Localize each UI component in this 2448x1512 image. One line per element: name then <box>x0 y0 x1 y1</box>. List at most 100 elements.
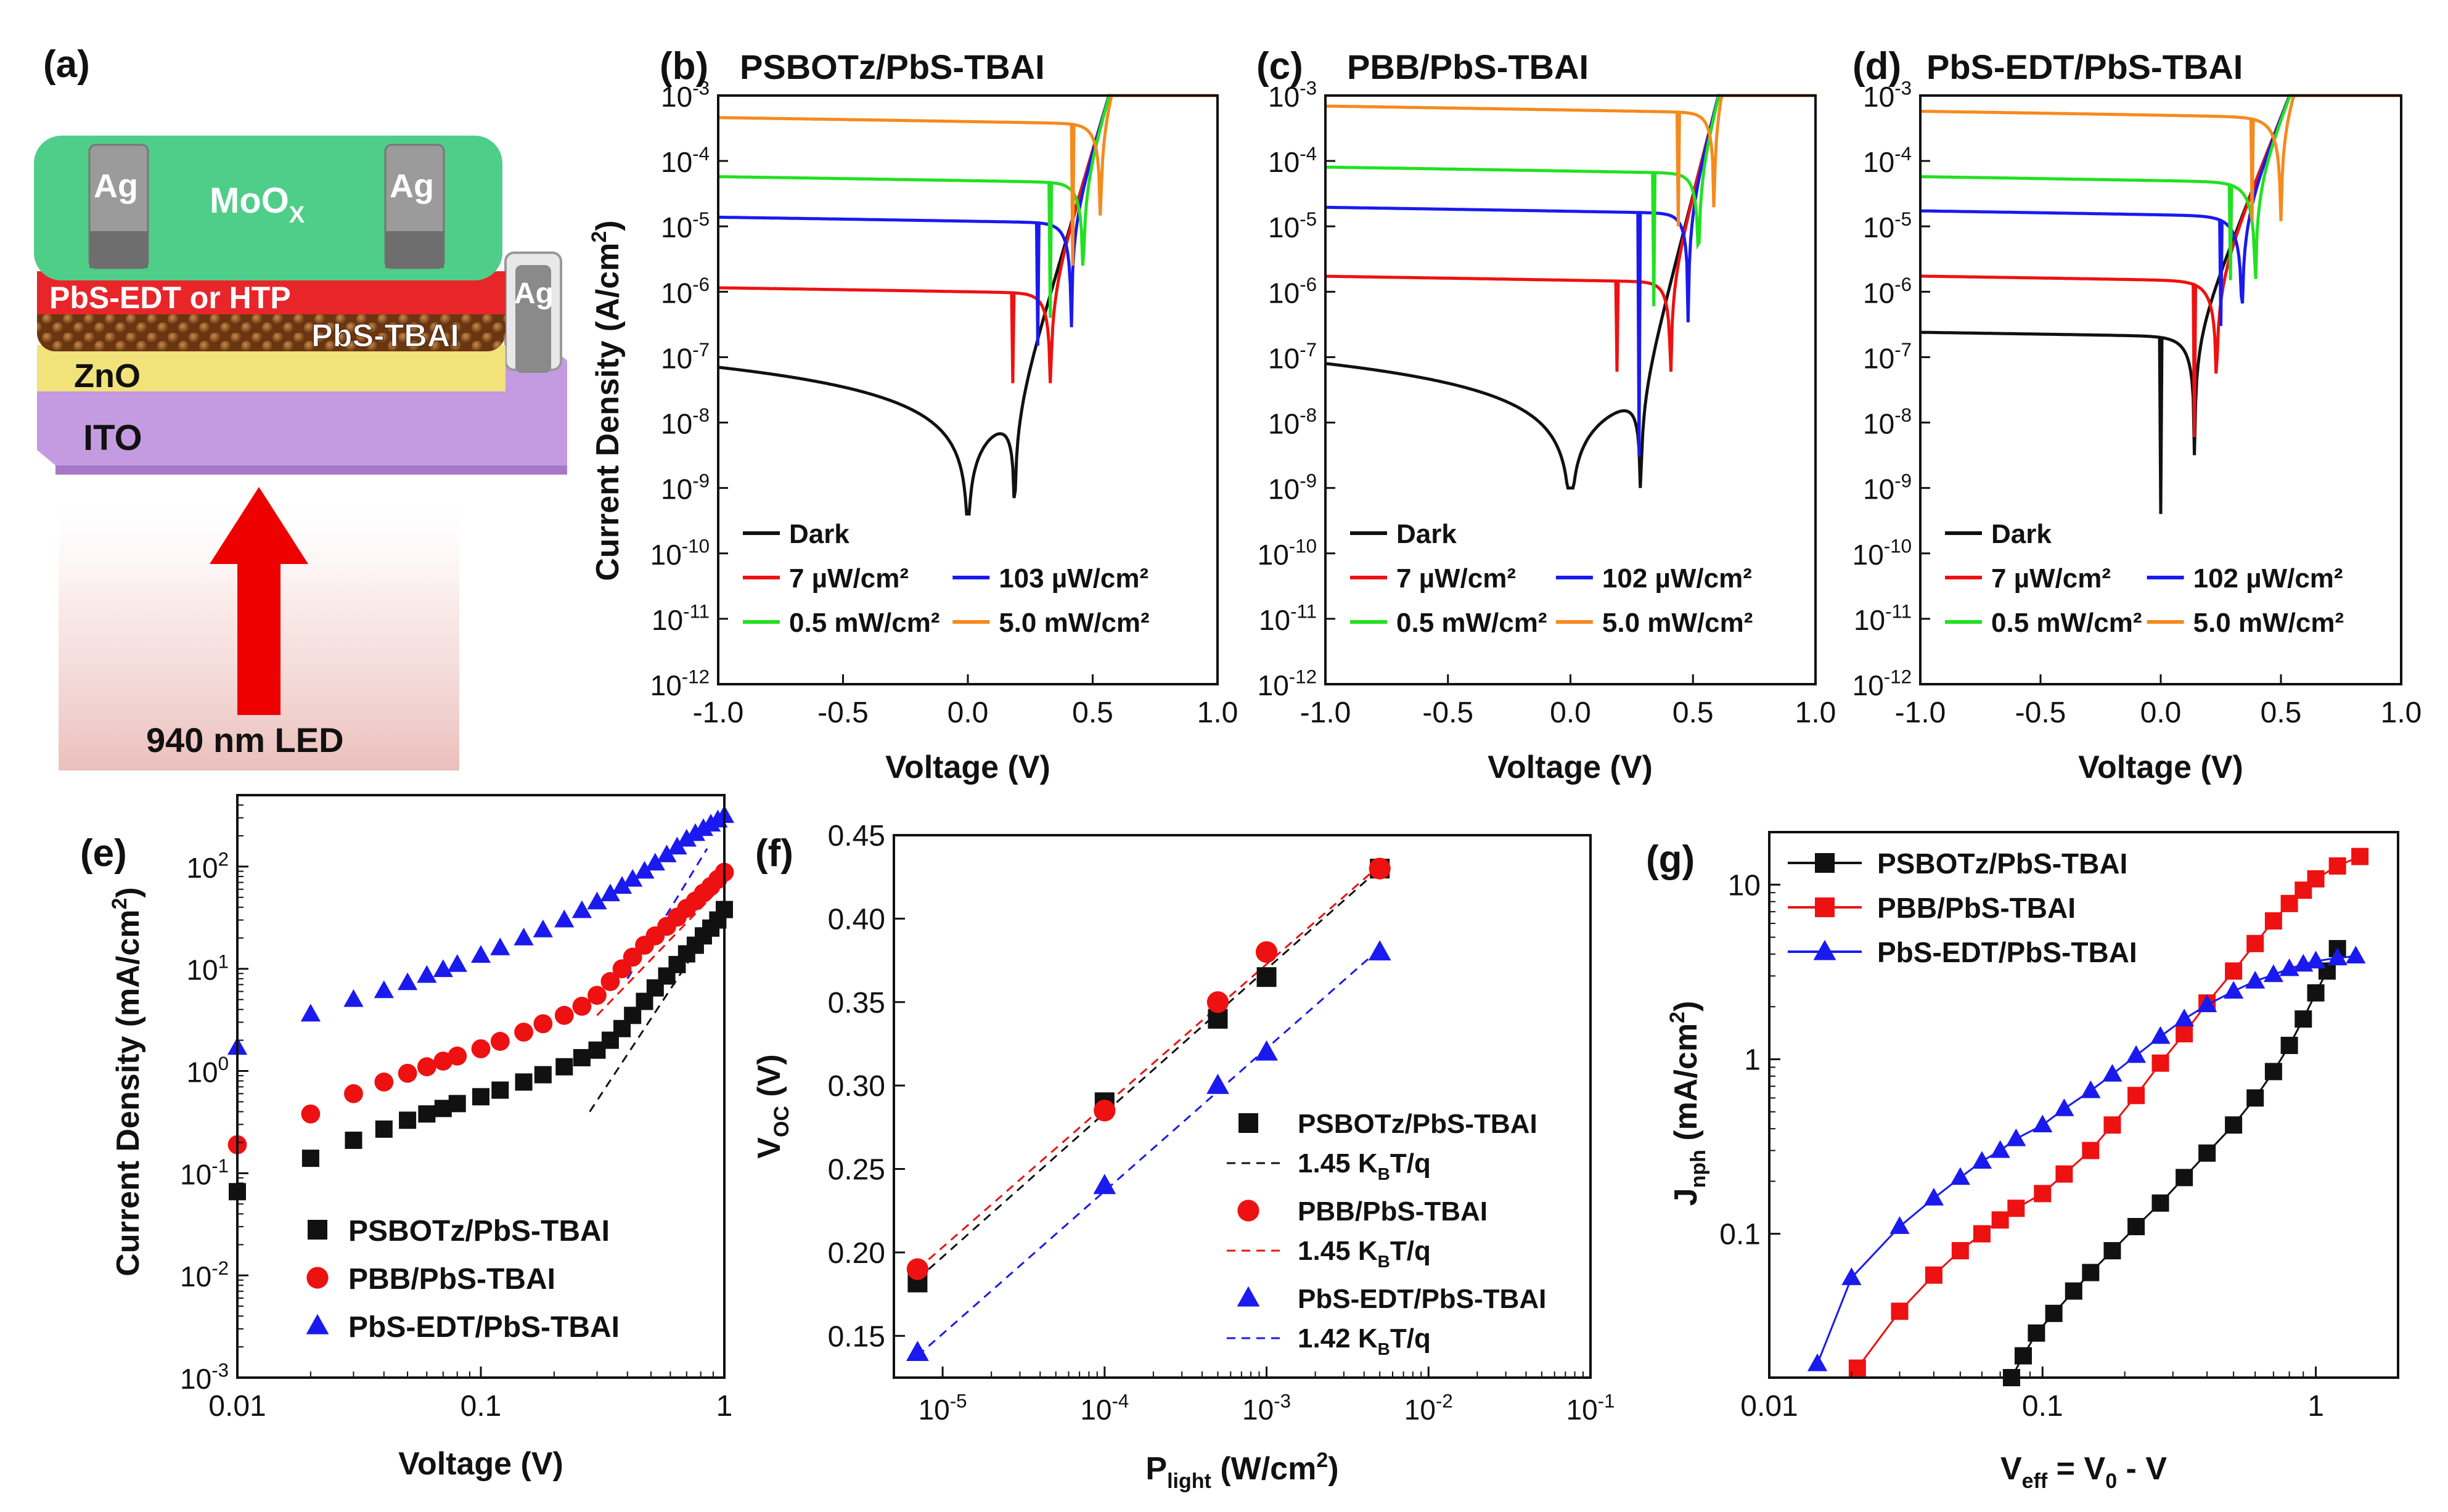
panel-e-legend-label: PBB/PbS-TBAI <box>348 1263 555 1296</box>
panel-b-legend-label: 0.5 mW/cm² <box>789 608 940 638</box>
panel-b-ytick-label: 10-12 <box>650 666 710 701</box>
panel-g-point-black <box>2176 1169 2193 1187</box>
panel-f-xtick-label: 10-1 <box>1566 1391 1615 1426</box>
panel-g-point-blue <box>2224 981 2244 999</box>
panel-e-point-black <box>555 1058 573 1076</box>
panel-d-legend-label: 102 µW/cm² <box>2193 563 2343 594</box>
panel-g-point-blue <box>2054 1098 2074 1116</box>
panel-e-xlabel: Voltage (V) <box>398 1446 563 1482</box>
panel-e-point-red <box>417 1057 436 1077</box>
panel-e-point-red <box>600 972 620 991</box>
panel-f-point-red <box>906 1258 928 1280</box>
panel-e-point-blue <box>612 876 632 894</box>
panel-g-point-red <box>2034 1185 2052 1203</box>
panel-e-point-blue <box>554 909 575 928</box>
panel-b-legend-label: 7 µW/cm² <box>789 563 909 594</box>
panel-g-legend-label: PbS-EDT/PbS-TBAI <box>1877 936 2137 968</box>
panel-b-curve-green <box>718 94 1218 318</box>
panel-g-legend-label: PBB/PbS-TBAI <box>1877 892 2076 924</box>
panel-d-ytick-label: 10-5 <box>1863 208 1912 243</box>
panel-f-point-blue <box>906 1341 929 1361</box>
panel-b-ytick-label: 10-3 <box>661 78 710 113</box>
panel-g-point-black <box>2225 1116 2243 1134</box>
panel-f-point-blue <box>1368 940 1391 961</box>
panel-b-legend-label: 5.0 mW/cm² <box>999 608 1150 638</box>
panel-g-point-red <box>1991 1211 2009 1229</box>
panel-c-ytick-label: 10-12 <box>1258 666 1317 701</box>
panel-e-point-blue <box>300 1003 321 1022</box>
panel-e-ytick-label: 102 <box>186 849 229 884</box>
panel-g-point-blue <box>2126 1045 2147 1063</box>
panel-c-xtick-label: -0.5 <box>1422 697 1473 729</box>
panel-b-ytick-label: 10-7 <box>661 339 710 374</box>
panel-f-point-red <box>1255 941 1278 963</box>
panel-f-axes-frame <box>893 834 1592 1379</box>
panel-g-point-black <box>2028 1324 2045 1342</box>
panel-f-letter: (f) <box>755 832 793 875</box>
panel-c-legend-label: 0.5 mW/cm² <box>1396 608 1547 638</box>
panel-f-point-red <box>1369 857 1391 880</box>
panel-e-point-black <box>399 1111 417 1129</box>
panel-f-point-blue <box>1206 1073 1229 1094</box>
panel-b-letter: (b) <box>660 45 708 88</box>
panel-e-point-blue <box>685 823 706 841</box>
panel-g-point-blue <box>2197 994 2217 1013</box>
panel-g-point-red <box>2082 1142 2100 1159</box>
panel-g-point-blue <box>2006 1128 2026 1146</box>
ag-label-mid: Ag <box>390 168 434 205</box>
panel-g-point-blue <box>2279 958 2299 976</box>
panel-c-title: PBB/PbS-TBAI <box>1347 47 1589 86</box>
panel-d-legend-label: 0.5 mW/cm² <box>1991 608 2142 638</box>
panel-c-ytick-label: 10-9 <box>1268 470 1317 505</box>
panel-e-ytick-label: 100 <box>186 1053 229 1088</box>
panel-g-point-black <box>2127 1217 2145 1235</box>
panel-g-series-line-red <box>1856 856 2360 1369</box>
panel-g-xlabel: Veff = V0 - V <box>2000 1451 2167 1493</box>
panel-e-point-red <box>572 997 592 1016</box>
panel-g-point-red <box>2055 1165 2073 1183</box>
panel-b-ylabel: Current Density (A/cm2) <box>587 220 626 581</box>
panel-c-legend-label: 7 µW/cm² <box>1396 563 1516 594</box>
panel-c-ytick-label: 10-10 <box>1258 535 1317 570</box>
panel-e-point-black <box>515 1073 533 1091</box>
panel-g-point-black <box>2246 1089 2264 1107</box>
panel-g-chart: (g) 0.01 0.1 1 0.1 1 10 Jnph (mA/cm2) Veff = … <box>1646 831 2399 1493</box>
ag-label-left: Ag <box>94 168 138 205</box>
panel-e-point-red <box>301 1104 321 1124</box>
panel-g-point-black <box>2082 1264 2100 1281</box>
panel-g-legend-marker-red <box>1815 897 1835 917</box>
panel-g-point-red <box>1891 1302 1909 1320</box>
panel-d-letter: (d) <box>1852 45 1901 88</box>
panel-g-point-black <box>2151 1194 2169 1212</box>
panel-f-ytick-label: 0.45 <box>828 820 885 852</box>
panel-e-point-blue <box>447 954 467 972</box>
panel-d-ytick-label: 10-7 <box>1863 339 1912 374</box>
panel-f-ytick-label: 0.15 <box>828 1320 885 1353</box>
ito-edge <box>55 465 567 475</box>
panel-c-curve-red <box>1325 94 1816 372</box>
ag-pillar-mid-shade <box>385 231 444 268</box>
panel-e-legend-marker-black <box>308 1220 327 1240</box>
ito-label: ITO <box>83 418 142 458</box>
panel-f-ytick-label: 0.20 <box>828 1237 885 1270</box>
panel-e-point-red <box>533 1014 553 1034</box>
panel-e-xtick-label: 1 <box>716 1390 733 1423</box>
panel-e-legend-label: PbS-EDT/PbS-TBAI <box>348 1311 620 1344</box>
panel-d-xtick-label: 0.5 <box>2261 697 2302 729</box>
panel-f-legend-fit-label: 1.45 KBT/q <box>1298 1148 1431 1183</box>
panel-e-xtick-label: 0.01 <box>208 1390 266 1423</box>
panel-g-point-red <box>2246 934 2264 952</box>
panel-g-point-red <box>2007 1199 2025 1217</box>
panel-e-point-black <box>301 1150 319 1167</box>
panel-c-curve-green <box>1325 94 1816 306</box>
ag-pillar-left-shade <box>89 231 148 268</box>
panel-e-point-red <box>471 1039 491 1058</box>
panel-e-legend-label: PSBOTz/PbS-TBAI <box>348 1215 610 1248</box>
panel-e-point-black <box>472 1088 489 1106</box>
panel-f-legend-fit-label: 1.45 KBT/q <box>1298 1236 1431 1271</box>
panel-g-ylabel: Jnph (mA/cm2) <box>1666 1001 1710 1206</box>
panel-g-point-red <box>2151 1054 2169 1072</box>
panel-c-ytick-label: 10-11 <box>1259 601 1317 636</box>
panel-g-point-red <box>1973 1225 1991 1243</box>
